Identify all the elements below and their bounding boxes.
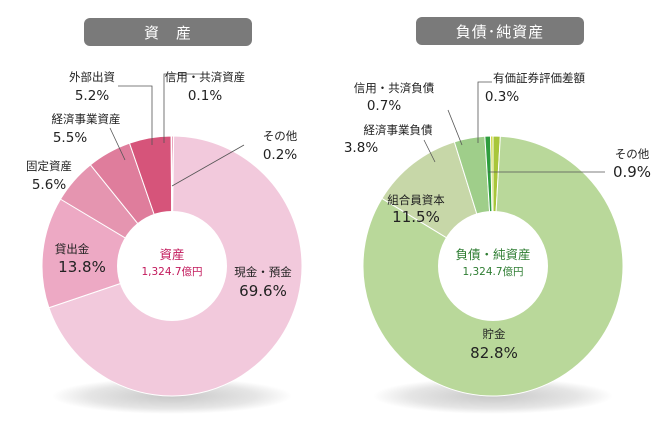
label-shinyo-liab: 信用・共済負債 bbox=[354, 81, 435, 95]
label-kotei: 固定資産 bbox=[26, 159, 72, 173]
pct-chokin: 82.8% bbox=[470, 344, 518, 362]
pct-kotei: 5.6% bbox=[32, 177, 66, 193]
label-gaibu: 外部出資 bbox=[69, 70, 115, 84]
pct-keizai-liab: 3.8% bbox=[344, 140, 378, 156]
leader-shinyo-asset bbox=[163, 73, 200, 143]
assets-center-title: 資産 bbox=[159, 247, 184, 262]
leader-shinyo-liab bbox=[447, 109, 463, 146]
label-yuka: 有価証券評価差額 bbox=[493, 71, 585, 85]
liabilities-center-total: 1,324.7億円 bbox=[462, 265, 523, 278]
label-shinyo-asset: 信用・共済資産 bbox=[165, 70, 246, 84]
leader-keizai-asset bbox=[109, 127, 126, 161]
label-genkin: 現金・預金 bbox=[234, 265, 292, 279]
assets-center-hole bbox=[117, 211, 227, 321]
label-chokin: 貯金 bbox=[483, 327, 506, 341]
liabilities-title-pill bbox=[416, 17, 584, 45]
label-kashidashi: 貸出金 bbox=[55, 242, 90, 256]
assets-title: 資 産 bbox=[144, 24, 192, 42]
liabilities-center-hole bbox=[438, 211, 548, 321]
pct-kashidashi: 13.8% bbox=[58, 258, 106, 276]
assets-center-total: 1,324.7億円 bbox=[141, 265, 202, 278]
label-kumiai: 組合員資本 bbox=[387, 193, 445, 207]
pct-yuka: 0.3% bbox=[485, 89, 519, 105]
label-sonota-liab: その他 bbox=[615, 147, 650, 161]
leader-sonota-asset bbox=[171, 144, 245, 187]
liabilities-title: 負債･純資産 bbox=[456, 23, 545, 41]
pct-kumiai: 11.5% bbox=[392, 208, 440, 226]
leader-gaibu bbox=[118, 85, 153, 145]
pct-keizai-asset: 5.5% bbox=[53, 130, 87, 146]
pct-sonota-liab: 0.9% bbox=[613, 163, 651, 181]
assets-slice-1 bbox=[41, 198, 174, 309]
pct-shinyo-liab: 0.7% bbox=[367, 98, 401, 114]
label-keizai-asset: 経済事業資産 bbox=[52, 112, 121, 126]
label-keizai-liab: 経済事業負債 bbox=[364, 123, 433, 137]
leader-yuka bbox=[477, 81, 492, 143]
assets-chart: 資 産 資産 1,324.7億円 外部出資 5.2% 信用・共済資産 0.1% … bbox=[26, 18, 303, 414]
leader-keizai-liab bbox=[423, 139, 436, 163]
liabilities-center-title: 負債・純資産 bbox=[455, 247, 530, 262]
pct-sonota-asset: 0.2% bbox=[263, 147, 297, 163]
pct-genkin: 69.6% bbox=[239, 282, 287, 300]
assets-title-pill bbox=[84, 18, 252, 46]
pct-shinyo-asset: 0.1% bbox=[188, 88, 222, 104]
liabilities-chart: 負債･純資産 負債・純資産 1,324.7億円 信用・共済負債 0.7% 有価証… bbox=[344, 17, 651, 414]
label-sonota-asset: その他 bbox=[263, 129, 298, 143]
pct-gaibu: 5.2% bbox=[75, 88, 109, 104]
